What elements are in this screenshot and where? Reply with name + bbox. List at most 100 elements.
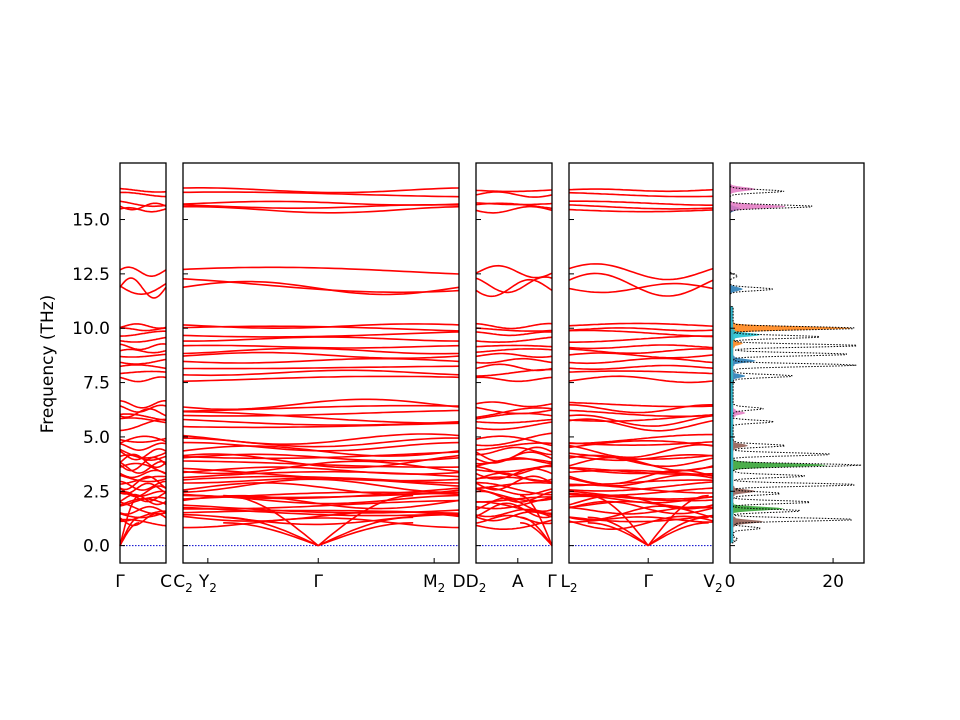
partial-dos-area [730, 172, 786, 557]
x-tick-label: Γ [313, 572, 323, 592]
x-tick-label: D [452, 572, 465, 592]
acoustic-branch [587, 516, 649, 547]
phonon-band [475, 406, 553, 415]
phonon-band [182, 323, 460, 329]
panel-frame [475, 162, 553, 564]
phonon-band [568, 505, 714, 521]
phonon-band [568, 188, 714, 193]
acoustic-branch [119, 516, 140, 546]
x-tick-label: A [512, 572, 524, 592]
phonon-band [119, 491, 167, 503]
phonon-band [119, 187, 166, 193]
phonon-band [568, 481, 714, 492]
acoustic-branch [647, 522, 709, 547]
dos-x-tick-label: 0 [725, 572, 736, 592]
phonon-band [475, 435, 553, 447]
phonon-band [183, 336, 460, 342]
dos-frame [729, 162, 865, 564]
phonon-band [119, 353, 167, 358]
phonon-band [119, 266, 167, 277]
phonon-band [568, 409, 714, 418]
phonon-band [120, 330, 166, 337]
phonon-band [475, 376, 553, 383]
phonon-band [568, 364, 714, 370]
phonon-band [182, 460, 460, 468]
x-tick-label: L2 [560, 572, 577, 595]
phonon-band [568, 452, 714, 460]
phonon-band [119, 448, 167, 459]
y-tick-label: 0.0 [83, 537, 110, 557]
phonon-band [183, 441, 460, 452]
phonon-band [183, 517, 460, 529]
phonon-band [119, 348, 167, 354]
phonon-band [182, 404, 460, 412]
band-panels: Γ C C2 Y2 Γ M2 D D2 A Γ L2 Γ V2 [115, 162, 723, 595]
phonon-band [182, 187, 460, 194]
phonon-band [475, 352, 553, 358]
dos-plot: 0 20 [725, 162, 865, 592]
band-panel-c2-m2: C2 Y2 Γ M2 D [173, 162, 466, 595]
phonon-band [475, 322, 553, 330]
phonon-band [475, 421, 553, 431]
partial-dos-area [730, 172, 761, 557]
x-tick-label: Γ [643, 572, 653, 592]
phonon-band [119, 206, 167, 213]
phonon-band [568, 375, 714, 384]
phonon-band [119, 460, 167, 474]
phonon-band [568, 444, 714, 459]
phonon-band [182, 369, 460, 377]
phonon-band [568, 191, 714, 198]
phonon-band [183, 191, 460, 198]
phonon-band [119, 343, 167, 351]
phonon-band [182, 398, 460, 411]
phonon-band [568, 204, 714, 210]
phonon-band [475, 348, 553, 354]
phonon-band [120, 327, 167, 332]
phonon-band [475, 401, 553, 408]
x-tick-label: C [160, 572, 172, 592]
phonon-band [568, 272, 714, 297]
phonon-band [568, 500, 714, 515]
phonon-band [568, 466, 714, 476]
phonon-band [568, 322, 714, 327]
phonon-band [475, 189, 553, 193]
phonon-band [475, 432, 553, 447]
phonon-band [120, 191, 166, 198]
phonon-band [475, 407, 553, 419]
phonon-band [182, 347, 460, 355]
x-tick-label: D2 [466, 572, 487, 595]
band-panel-d2-gamma: D2 A Γ [466, 162, 557, 595]
phonon-band [568, 441, 714, 446]
phonon-band [182, 409, 460, 417]
phonon-band [119, 370, 167, 375]
phonon-band [568, 263, 714, 281]
phonon-band [119, 435, 167, 444]
phonon-band [119, 376, 167, 383]
panel-frame [119, 162, 167, 564]
acoustic-branch [520, 494, 553, 546]
x-tick-label: Γ [547, 572, 557, 592]
acoustic-branch [520, 516, 553, 547]
phonon-band [182, 499, 460, 510]
phonon-band [182, 451, 460, 460]
acoustic-branch [647, 494, 709, 547]
phonon-band [475, 464, 553, 473]
y-axis: 0.0 2.5 5.0 7.5 10.0 12.5 15.0 [72, 211, 110, 557]
phonon-band [119, 400, 166, 409]
acoustic-branch [119, 494, 140, 546]
y-tick-label: 12.5 [72, 265, 110, 285]
phonon-band [119, 475, 167, 485]
phonon-band [119, 200, 167, 208]
phonon-band [182, 200, 460, 206]
phonon-band [119, 482, 167, 495]
y-tick-label: 2.5 [83, 482, 110, 502]
phonon-band [476, 446, 553, 456]
phonon-band [475, 264, 553, 279]
phonon-band [182, 266, 460, 275]
phonon-band [119, 407, 167, 419]
phonon-band [569, 200, 713, 206]
phonon-band [119, 510, 166, 523]
phonon-band [475, 446, 553, 463]
phonon-band [475, 475, 553, 491]
